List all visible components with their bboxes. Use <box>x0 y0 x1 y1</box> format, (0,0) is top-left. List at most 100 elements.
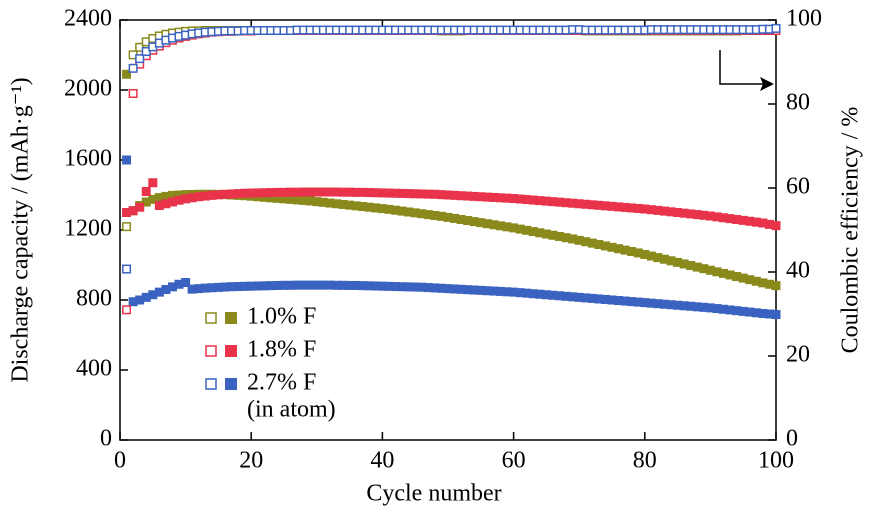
capacity-marker <box>692 210 702 220</box>
x-tick-label: 20 <box>239 448 263 474</box>
efficiency-marker <box>122 222 132 232</box>
x-tick-label: 80 <box>633 448 657 474</box>
capacity-marker <box>200 191 210 201</box>
capacity-marker <box>450 190 460 200</box>
efficiency-marker <box>135 54 145 64</box>
capacity-marker <box>167 282 177 292</box>
y2-tick-label: 100 <box>786 6 822 32</box>
capacity-marker <box>705 211 715 221</box>
capacity-marker <box>548 197 558 207</box>
y-tick-label: 800 <box>76 286 112 312</box>
capacity-marker <box>227 282 237 292</box>
capacity-marker <box>502 222 512 232</box>
capacity-marker <box>213 190 223 200</box>
capacity-marker <box>653 253 663 263</box>
capacity-marker <box>679 259 689 269</box>
capacity-marker <box>764 279 774 289</box>
capacity-marker <box>699 210 709 220</box>
capacity-marker <box>463 216 473 226</box>
capacity-marker <box>705 303 715 313</box>
legend-label: 2.7% F <box>247 370 316 396</box>
capacity-marker <box>771 310 781 320</box>
capacity-marker <box>535 228 545 238</box>
capacity-marker <box>764 309 774 319</box>
capacity-marker <box>745 216 755 226</box>
capacity-marker <box>640 250 650 259</box>
capacity-marker <box>574 235 584 245</box>
capacity-marker <box>581 199 591 209</box>
y2-tick-label: 20 <box>786 342 810 368</box>
capacity-marker <box>745 307 755 317</box>
capacity-marker <box>154 201 164 210</box>
capacity-marker <box>410 282 420 292</box>
capacity-marker <box>495 193 505 203</box>
capacity-marker <box>627 203 637 213</box>
capacity-marker <box>358 281 368 291</box>
capacity-marker <box>456 191 466 201</box>
capacity-marker <box>738 273 748 283</box>
capacity-marker <box>587 293 597 303</box>
y-axis-label: Discharge capacity / (mAh·g⁻¹) <box>8 77 34 382</box>
capacity-marker <box>318 280 328 290</box>
capacity-marker <box>646 298 656 308</box>
efficiency-marker <box>128 63 138 73</box>
capacity-marker <box>436 211 446 221</box>
capacity-marker <box>509 223 519 233</box>
legend-note: (in atom) <box>247 397 336 423</box>
capacity-marker <box>666 207 676 217</box>
y2-axis-label: Coulombic efficiency / % <box>838 107 864 354</box>
capacity-marker <box>246 188 256 198</box>
capacity-marker <box>732 272 742 282</box>
capacity-marker <box>620 296 630 306</box>
capacity-marker <box>154 287 164 297</box>
capacity-marker <box>404 189 414 199</box>
capacity-marker <box>522 195 532 205</box>
capacity-marker <box>771 281 781 291</box>
capacity-marker <box>633 248 643 258</box>
capacity-marker <box>299 187 309 197</box>
capacity-marker <box>666 300 676 310</box>
capacity-marker <box>167 190 177 200</box>
capacity-marker <box>463 285 473 295</box>
capacity-marker <box>528 289 538 299</box>
capacity-marker <box>135 202 145 212</box>
capacity-marker <box>633 297 643 307</box>
capacity-marker <box>640 298 650 308</box>
capacity-marker <box>627 247 637 257</box>
capacity-marker <box>174 195 184 205</box>
capacity-marker <box>299 195 309 205</box>
capacity-marker <box>686 209 696 219</box>
capacity-marker <box>122 208 132 217</box>
capacity-marker <box>286 194 296 204</box>
capacity-marker <box>364 202 374 212</box>
capacity-marker <box>758 308 768 318</box>
capacity-marker <box>568 198 578 208</box>
capacity-marker <box>122 155 132 165</box>
capacity-marker <box>528 195 538 205</box>
efficiency-marker <box>771 23 781 33</box>
capacity-marker <box>371 281 381 291</box>
capacity-marker <box>279 280 289 290</box>
capacity-marker <box>312 187 322 197</box>
capacity-marker <box>555 291 565 301</box>
capacity-marker <box>430 210 440 220</box>
capacity-marker <box>161 199 171 209</box>
capacity-marker <box>600 294 610 304</box>
capacity-marker <box>574 292 584 302</box>
capacity-marker <box>122 69 132 79</box>
capacity-marker <box>227 189 237 199</box>
capacity-marker <box>345 200 355 210</box>
capacity-marker <box>194 284 204 294</box>
capacity-marker <box>469 217 479 227</box>
capacity-marker <box>345 187 355 197</box>
capacity-marker <box>482 286 492 296</box>
y2-tick-label: 0 <box>786 426 798 452</box>
capacity-marker <box>620 245 630 255</box>
capacity-marker <box>233 282 243 292</box>
capacity-marker <box>253 188 263 198</box>
capacity-marker <box>541 229 551 239</box>
capacity-marker <box>712 267 722 277</box>
capacity-marker <box>194 192 204 202</box>
capacity-marker <box>725 270 735 280</box>
legend-filled-marker <box>225 312 237 324</box>
